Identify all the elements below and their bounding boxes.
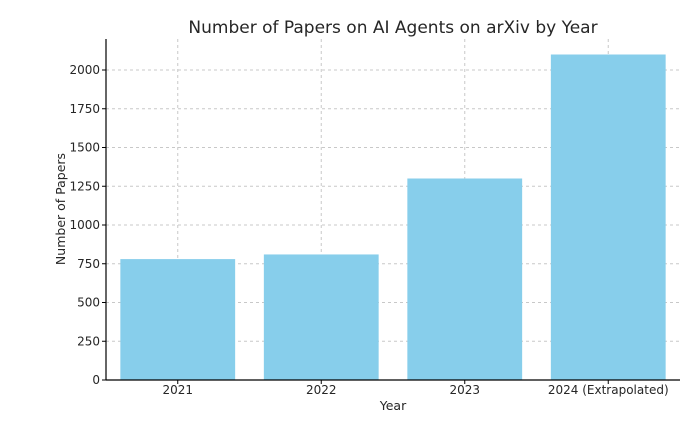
x-tick-label: 2023 [449, 383, 480, 397]
y-tick-label: 750 [77, 257, 100, 271]
x-ticks: 2021 2022 2023 2024 (Extrapolated) [162, 380, 669, 397]
bar-2021 [120, 259, 236, 380]
y-tick-label: 500 [77, 296, 100, 310]
bars [120, 54, 666, 380]
bar-2024 [550, 54, 666, 380]
x-tick-label: 2021 [162, 383, 193, 397]
x-tick-label: 2024 (Extrapolated) [548, 383, 669, 397]
bar-2023 [407, 178, 523, 380]
y-ticks: 0 250 500 750 1000 1250 1500 1750 2000 [69, 63, 106, 387]
y-tick-label: 1500 [69, 141, 100, 155]
bar-2022 [263, 254, 379, 380]
y-axis-label: Number of Papers [53, 153, 68, 265]
y-tick-label: 0 [92, 373, 100, 387]
y-tick-label: 250 [77, 334, 100, 348]
y-tick-label: 1000 [69, 218, 100, 232]
y-tick-label: 2000 [69, 63, 100, 77]
axes [105, 39, 680, 381]
chart-title: Number of Papers on AI Agents on arXiv b… [188, 18, 597, 38]
x-tick-label: 2022 [306, 383, 337, 397]
x-axis-label: Year [379, 398, 407, 413]
y-tick-label: 1250 [69, 179, 100, 193]
y-tick-label: 1750 [69, 102, 100, 116]
